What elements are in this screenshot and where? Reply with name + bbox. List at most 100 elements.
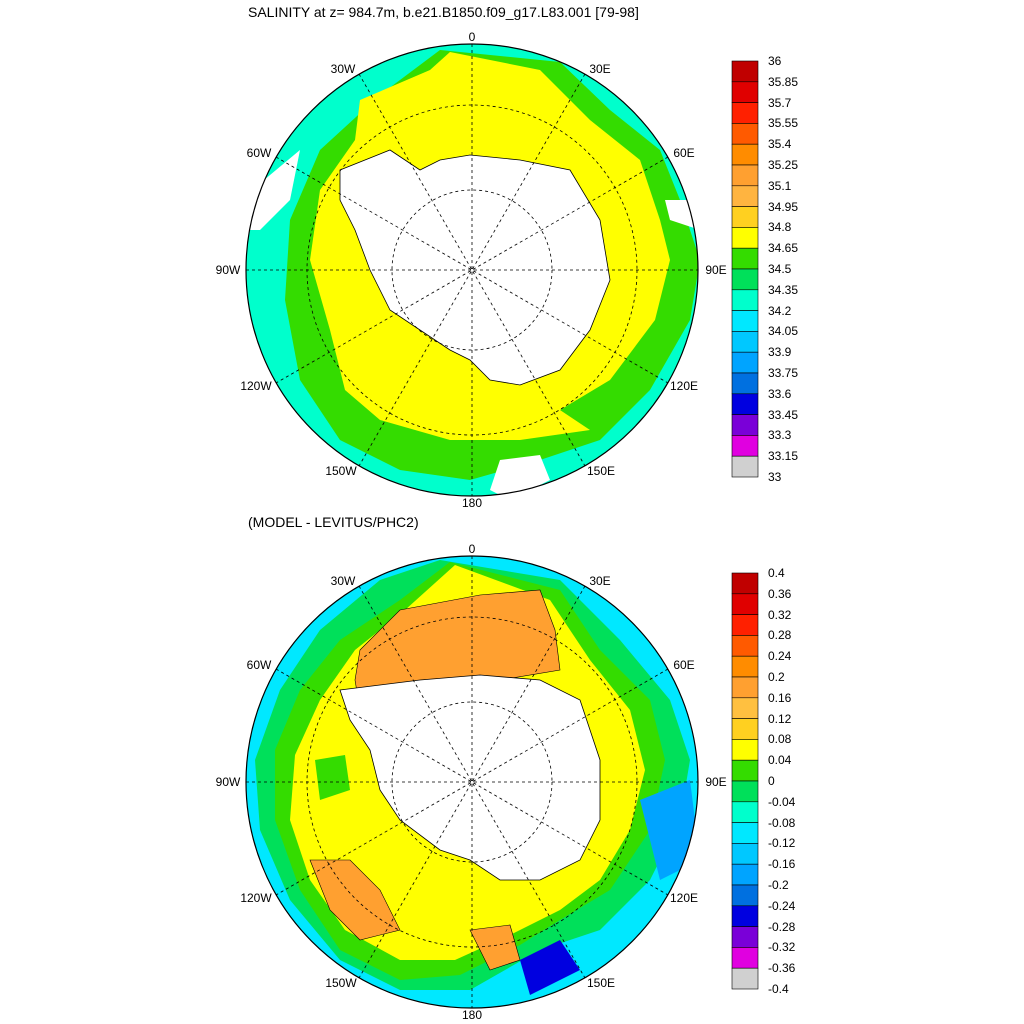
colorbar-tick-label: 33.9: [768, 345, 792, 360]
lon-label: 120E: [669, 891, 699, 905]
colorbar-swatch: [731, 206, 759, 228]
colorbar-tick-label: 36: [768, 54, 782, 68]
colorbar-swatch: [731, 780, 759, 803]
lon-label: 0: [468, 30, 476, 44]
colorbar-swatch: [731, 102, 759, 124]
colorbar-swatch: [731, 863, 759, 886]
lon-label: 90E: [705, 775, 727, 789]
colorbar-tick-label: 34.8: [768, 220, 792, 235]
lon-label: 60E: [673, 146, 695, 160]
colorbar-tick-label: -0.16: [768, 857, 796, 872]
colorbar-swatch: [731, 801, 759, 823]
lon-label: 150W: [325, 464, 357, 478]
colorbar-tick-label: 35.1: [768, 178, 792, 193]
colorbar-tick-label: -0.28: [768, 919, 796, 934]
colorbar-swatch: [731, 247, 759, 270]
colorbar-tick-label: 0.4: [768, 566, 785, 580]
colorbar-swatch: [731, 697, 759, 719]
lon-label: 150W: [325, 976, 357, 990]
colorbar-tick-label: 33.15: [768, 449, 799, 464]
lon-label: 120W: [240, 379, 272, 393]
colorbar-tick-label: -0.08: [768, 815, 796, 830]
colorbar-tick-label: 33.3: [768, 428, 792, 443]
colorbar-swatch: [731, 967, 759, 990]
lon-label: 0: [468, 542, 476, 556]
colorbar-tick-label: 35.4: [768, 137, 792, 152]
colorbar-swatch: [731, 164, 759, 187]
colorbar-tick-label: 34.95: [768, 199, 799, 214]
map-boundary: [245, 43, 699, 497]
colorbar-tick-label: -0.4: [768, 982, 789, 996]
colorbar-tick-label: 0.24: [768, 649, 792, 664]
colorbar-swatch: [731, 393, 759, 415]
colorbar-tick-label: 0.28: [768, 628, 792, 643]
lon-label: 150E: [586, 464, 616, 478]
colorbar-tick-label: 0.08: [768, 732, 792, 747]
colorbar-swatch: [731, 676, 759, 699]
colorbar-tick-label: 0.2: [768, 670, 785, 684]
graticule: [246, 44, 698, 496]
colorbar-swatch: [731, 143, 759, 166]
colorbar-swatch: [731, 414, 759, 436]
colorbar-swatch: [731, 926, 759, 948]
lon-label: 60W: [246, 658, 272, 672]
colorbar-tick-label: 0.32: [768, 607, 792, 622]
colorbar-tick-label: -0.2: [768, 878, 789, 892]
colorbar-swatch: [731, 331, 759, 353]
lon-label: 60W: [246, 146, 272, 160]
lon-label: 30W: [330, 62, 356, 76]
lon-label: 120W: [240, 891, 272, 905]
lon-label: 90W: [215, 775, 241, 789]
colorbar-swatch: [731, 635, 759, 657]
lon-label: 120E: [669, 379, 699, 393]
colorbar-swatch: [731, 289, 759, 311]
colorbar-swatch: [731, 60, 759, 83]
salinity-colorbar: [731, 60, 759, 478]
colorbar-tick-label: 0.04: [768, 753, 792, 768]
salinity-field: [246, 44, 698, 496]
colorbar-swatch: [731, 227, 759, 249]
colorbar-swatch: [731, 655, 759, 678]
lon-label: 90E: [705, 263, 727, 277]
colorbar-tick-label: 34.05: [768, 324, 799, 339]
colorbar-swatch: [731, 572, 759, 595]
colorbar-tick-label: 34.5: [768, 262, 792, 276]
colorbar-swatch: [731, 268, 759, 291]
colorbar-swatch: [731, 310, 759, 332]
difference-colorbar: [731, 572, 759, 990]
colorbar-tick-label: -0.36: [768, 961, 796, 976]
colorbar-swatch: [731, 351, 759, 374]
colorbar-swatch: [731, 435, 759, 457]
colorbar-tick-label: 35.85: [768, 74, 799, 89]
colorbar-tick-label: 35.25: [768, 158, 799, 172]
colorbar-tick-label: 0.36: [768, 586, 792, 601]
colorbar-swatch: [731, 843, 759, 865]
colorbar-swatch: [731, 739, 759, 761]
colorbar-swatch: [731, 185, 759, 207]
colorbar-swatch: [731, 455, 759, 478]
panel1-title: SALINITY at z= 984.7m, b.e21.B1850.f09_g…: [248, 4, 639, 20]
colorbar-swatch: [731, 81, 759, 103]
colorbar-tick-label: 0.16: [768, 690, 792, 705]
graticule-2: [246, 556, 698, 1008]
colorbar-swatch: [731, 884, 759, 907]
lon-label: 150E: [586, 976, 616, 990]
colorbar-swatch: [731, 905, 759, 927]
colorbar-swatch: [731, 822, 759, 844]
colorbar-tick-label: -0.12: [768, 836, 796, 851]
colorbar-swatch: [731, 123, 759, 145]
colorbar-tick-label: 0: [768, 774, 775, 788]
colorbar-swatch: [731, 718, 759, 740]
panel2-title: (MODEL - LEVITUS/PHC2): [248, 514, 419, 530]
colorbar-tick-label: 33.75: [768, 366, 799, 380]
colorbar-swatch: [731, 593, 759, 615]
difference-field: [246, 556, 698, 1008]
colorbar-tick-label: 35.7: [768, 95, 792, 110]
colorbar-tick-label: -0.24: [768, 898, 796, 913]
map-boundary-2: [245, 555, 699, 1009]
colorbar-tick-label: 35.55: [768, 116, 799, 131]
colorbar-tick-label: 34.65: [768, 241, 799, 256]
lon-label: 180: [461, 1008, 483, 1022]
colorbar-tick-label: -0.04: [768, 794, 796, 809]
colorbar-swatch: [731, 759, 759, 782]
